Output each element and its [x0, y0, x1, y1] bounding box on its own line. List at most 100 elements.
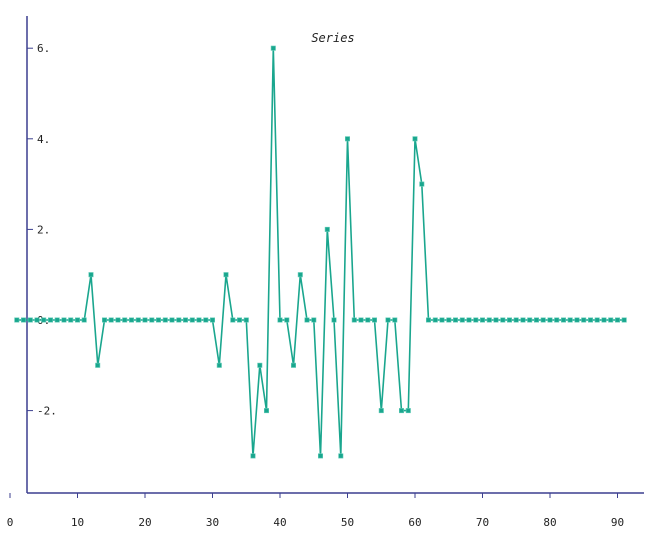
x-tick-label: 80 [543, 516, 556, 529]
data-point [331, 317, 337, 323]
data-point [27, 317, 33, 323]
data-point [520, 317, 526, 323]
data-point [547, 317, 553, 323]
data-point [304, 317, 310, 323]
data-point [230, 317, 236, 323]
y-tick-label: 2. [37, 223, 50, 236]
data-point [216, 362, 222, 368]
x-tick-label: 90 [611, 516, 624, 529]
data-point [210, 317, 216, 323]
data-point [277, 317, 283, 323]
data-point [446, 317, 452, 323]
data-point [81, 317, 87, 323]
data-point [149, 317, 155, 323]
data-point [196, 317, 202, 323]
data-point [412, 136, 418, 142]
data-point [452, 317, 458, 323]
data-point [102, 317, 108, 323]
data-point [594, 317, 600, 323]
data-point [75, 317, 81, 323]
data-point [135, 317, 141, 323]
data-point [88, 272, 94, 278]
data-point [385, 317, 391, 323]
data-point [459, 317, 465, 323]
data-point [129, 317, 135, 323]
data-point [574, 317, 580, 323]
data-point [169, 317, 175, 323]
x-tick-label: 50 [341, 516, 354, 529]
data-point [257, 362, 263, 368]
data-point [392, 317, 398, 323]
data-point [587, 317, 593, 323]
data-point [324, 226, 330, 232]
data-point [95, 362, 101, 368]
data-point [162, 317, 168, 323]
data-point [486, 317, 492, 323]
data-point [567, 317, 573, 323]
data-point [493, 317, 499, 323]
data-point [425, 317, 431, 323]
data-point [156, 317, 162, 323]
x-tick-label: 70 [476, 516, 489, 529]
data-point [432, 317, 438, 323]
data-point [20, 317, 26, 323]
y-tick-label: -2. [37, 405, 57, 418]
data-point [466, 317, 472, 323]
data-point [506, 317, 512, 323]
series-line [16, 47, 625, 457]
data-point [608, 317, 614, 323]
data-point [581, 317, 587, 323]
data-point [176, 317, 182, 323]
data-point [122, 317, 128, 323]
data-point [250, 453, 256, 459]
data-point [41, 317, 47, 323]
data-point [513, 317, 519, 323]
data-point [338, 453, 344, 459]
data-point [47, 317, 53, 323]
data-point [297, 272, 303, 278]
data-point [189, 317, 195, 323]
chart-title: Series [311, 31, 354, 45]
data-point [344, 136, 350, 142]
x-tick-label: 10 [71, 516, 84, 529]
data-point [533, 317, 539, 323]
x-tick-label: 20 [138, 516, 151, 529]
data-point [263, 408, 269, 414]
x-tick-label: 30 [206, 516, 219, 529]
data-point [183, 317, 189, 323]
x-tick-label: 0 [7, 516, 14, 529]
data-point [378, 408, 384, 414]
data-point [34, 317, 40, 323]
data-point [405, 408, 411, 414]
data-point [527, 317, 533, 323]
data-point [621, 317, 627, 323]
data-point [371, 317, 377, 323]
data-point [284, 317, 290, 323]
data-point [473, 317, 479, 323]
data-point [14, 317, 20, 323]
data-point [601, 317, 607, 323]
data-point [311, 317, 317, 323]
data-point [351, 317, 357, 323]
data-point [237, 317, 243, 323]
y-tick-label: 4. [37, 133, 50, 146]
data-point [270, 45, 276, 51]
data-point [243, 317, 249, 323]
data-point [108, 317, 114, 323]
data-point [560, 317, 566, 323]
data-point [290, 362, 296, 368]
data-point [358, 317, 364, 323]
y-tick-label: 6. [37, 42, 50, 55]
data-point [614, 317, 620, 323]
series-layer [14, 45, 627, 459]
data-point [54, 317, 60, 323]
data-point [142, 317, 148, 323]
data-point [317, 453, 323, 459]
data-point [365, 317, 371, 323]
data-point [500, 317, 506, 323]
data-point [439, 317, 445, 323]
data-point [398, 408, 404, 414]
